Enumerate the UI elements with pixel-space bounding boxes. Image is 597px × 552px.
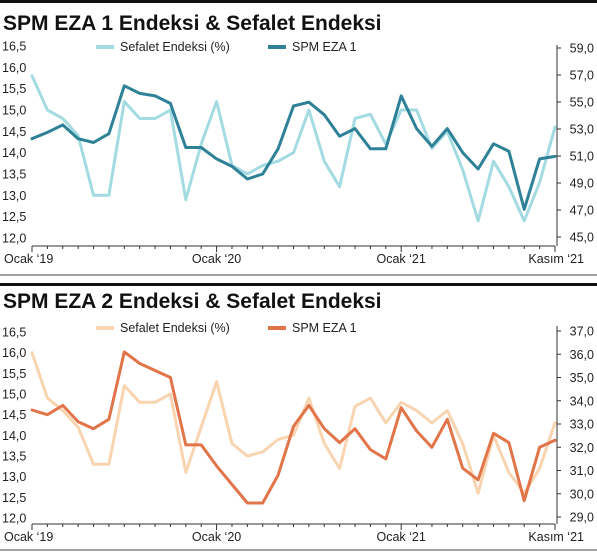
panel-top-rule	[0, 283, 597, 286]
right-axis-tick-label: 55,0	[570, 96, 594, 110]
left-axis-tick-label: 16,5	[2, 326, 26, 340]
left-axis-tick-label: 15,5	[2, 367, 26, 381]
right-axis-tick-label: 33,0	[570, 418, 594, 432]
right-axis-tick-label: 29,0	[570, 511, 594, 525]
right-axis-tick-label: 57,0	[570, 69, 594, 83]
left-axis-tick-label: 14,0	[2, 429, 26, 443]
left-axis-tick-label: 16,5	[2, 40, 26, 54]
left-axis-tick-label: 12,5	[2, 210, 26, 224]
chart-title: SPM EZA 1 Endeksi & Sefalet Endeksi	[3, 12, 382, 35]
chart-panel-1: SPM EZA 1 Endeksi & Sefalet Endeksi 12,0 1…	[0, 0, 597, 276]
x-axis-tick-label: Ocak ‘20	[192, 252, 241, 266]
right-axis-tick-label: 53,0	[570, 123, 594, 137]
right-axis-tick-label: 34,0	[570, 394, 594, 408]
right-axis-tick-label: 47,0	[570, 204, 594, 218]
series-line-2	[30, 84, 557, 211]
series-line-1	[30, 74, 557, 223]
left-axis-tick-label: 16,0	[2, 61, 26, 75]
series-line-2	[30, 350, 557, 505]
left-axis-tick-label: 13,5	[2, 168, 26, 182]
legend-label: SPM EZA 1	[292, 321, 357, 335]
panel-top-rule	[0, 0, 597, 3]
x-axis-tick-label: Kasım ‘21	[528, 252, 584, 266]
right-axis-tick-label: 51,0	[570, 150, 594, 164]
left-axis-tick-label: 15,0	[2, 104, 26, 118]
left-axis-tick-label: 12,0	[2, 512, 26, 526]
x-axis-tick-label: Ocak ‘20	[192, 530, 241, 544]
legend-label: Sefalet Endeksi (%)	[120, 321, 230, 335]
x-axis-tick-label: Ocak ‘21	[377, 530, 426, 544]
left-axis-tick-label: 16,0	[2, 346, 26, 360]
right-axis-tick-label: 45,0	[570, 231, 594, 245]
left-axis-tick-label: 13,0	[2, 470, 26, 484]
left-axis-tick-label: 15,0	[2, 388, 26, 402]
legend-label: SPM EZA 1	[292, 40, 357, 54]
left-axis-tick-label: 13,5	[2, 450, 26, 464]
right-axis-tick-label: 30,0	[570, 487, 594, 501]
right-axis-tick-label: 35,0	[570, 371, 594, 385]
x-axis-tick-label: Ocak ‘21	[377, 252, 426, 266]
left-axis-tick-label: 14,0	[2, 146, 26, 160]
left-axis-tick-label: 12,0	[2, 232, 26, 246]
right-axis-tick-label: 59,0	[570, 42, 594, 56]
left-axis-tick-label: 14,5	[2, 125, 26, 139]
chart-title: SPM EZA 2 Endeksi & Sefalet Endeksi	[3, 290, 382, 313]
x-axis-tick-label: Ocak ‘19	[4, 530, 53, 544]
left-axis-tick-label: 14,5	[2, 408, 26, 422]
left-axis-tick-label: 13,0	[2, 189, 26, 203]
right-axis-tick-label: 37,0	[570, 325, 594, 339]
x-axis-tick-label: Kasım ‘21	[528, 530, 584, 544]
series-line-1	[30, 351, 557, 495]
right-axis-tick-label: 49,0	[570, 177, 594, 191]
x-axis-tick-label: Ocak ‘19	[4, 252, 53, 266]
left-axis-tick-label: 12,5	[2, 491, 26, 505]
left-axis-tick-label: 15,5	[2, 82, 26, 96]
legend-label: Sefalet Endeksi (%)	[120, 40, 230, 54]
right-axis-tick-label: 32,0	[570, 441, 594, 455]
right-axis-tick-label: 36,0	[570, 348, 594, 362]
chart-panel-2: SPM EZA 2 Endeksi & Sefalet Endeksi 12,0 1…	[0, 283, 597, 551]
right-axis-tick-label: 31,0	[570, 464, 594, 478]
